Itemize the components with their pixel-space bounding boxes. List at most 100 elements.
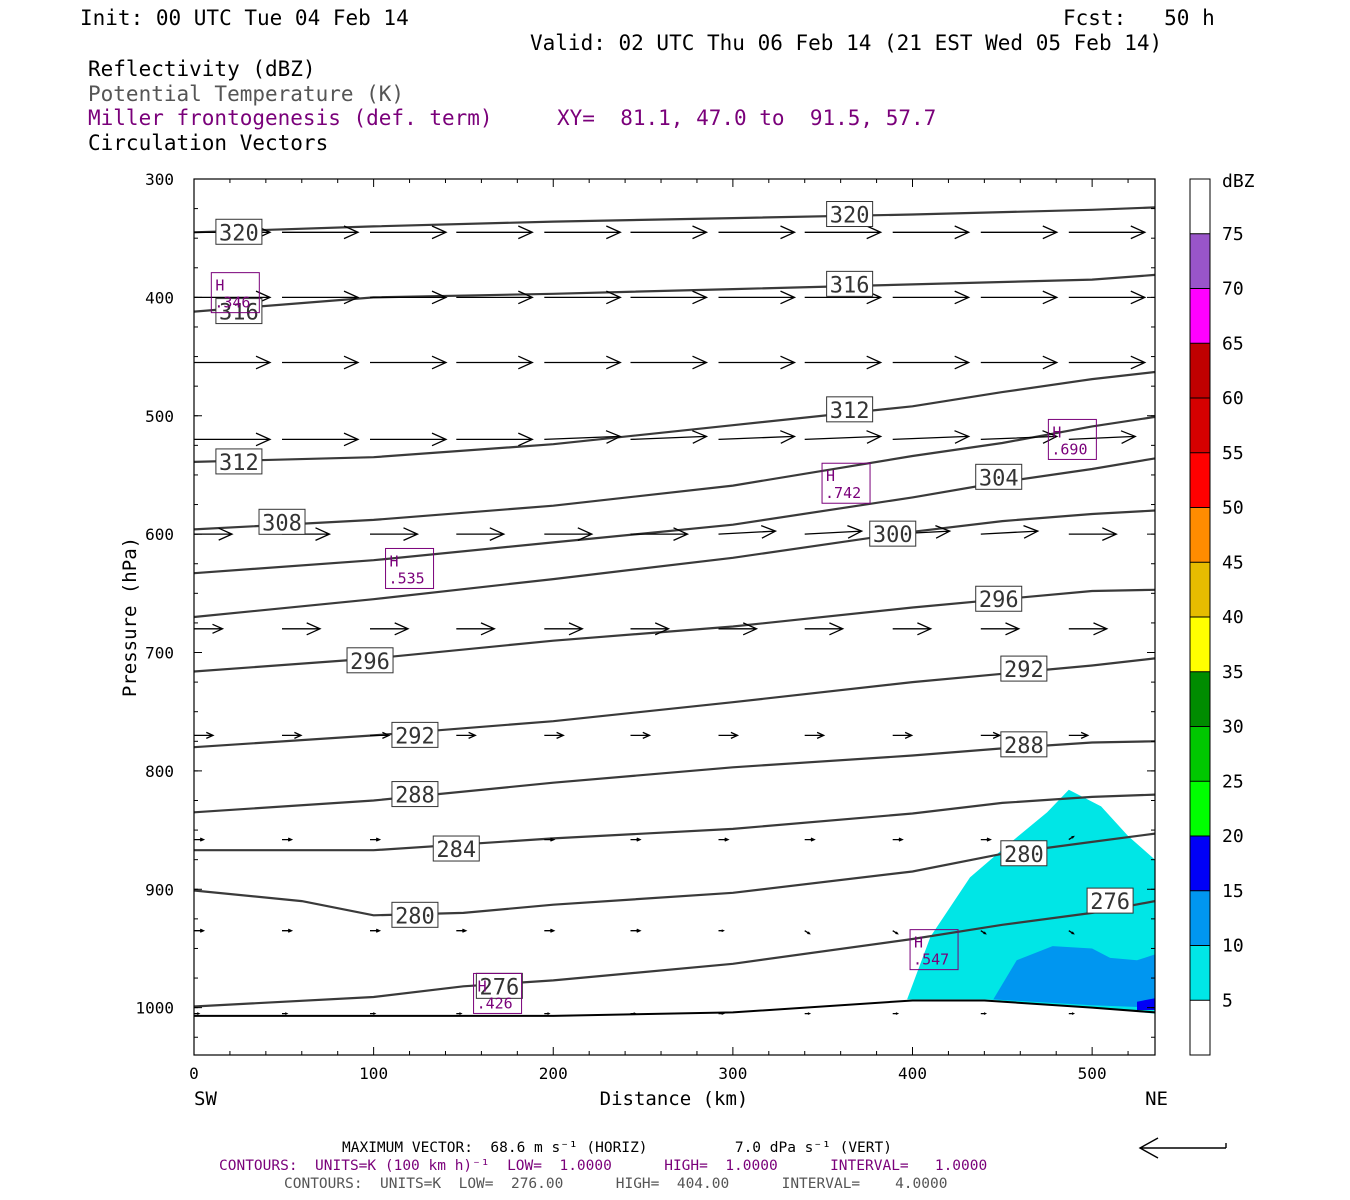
theta-label-box — [869, 520, 917, 547]
theta-contour-labels: 3203203163163123123083043002962962922922… — [215, 201, 1134, 1000]
theta-contour-312 — [194, 370, 1155, 463]
colorbar-label: 55 — [1222, 443, 1244, 464]
circulation-vector — [630, 290, 709, 305]
circulation-vector — [282, 1012, 289, 1015]
theta-label-text: 316 — [830, 273, 870, 298]
frontogenesis-max-690: H.690 — [1047, 418, 1097, 460]
circulation-vector — [282, 355, 360, 370]
circulation-vector — [718, 731, 740, 739]
circulation-vector — [456, 731, 477, 739]
circulation-vector — [370, 731, 391, 739]
theta-label-304: 304 — [975, 463, 1023, 491]
circulation-vector — [370, 1012, 377, 1015]
colorbar-segment — [1190, 781, 1210, 836]
circulation-vector — [980, 290, 1059, 305]
theta-label-text: 280 — [1004, 843, 1044, 868]
theta-label-box — [975, 585, 1023, 612]
frontogenesis-max-value: .690 — [1051, 440, 1087, 458]
right-end-label: NE — [1145, 1088, 1168, 1110]
theta-label-292: 292 — [1000, 655, 1048, 683]
circulation-vector — [456, 355, 534, 370]
circulation-vector — [544, 928, 556, 933]
y-tick-label: 1000 — [135, 999, 174, 1018]
theta-label-text: 312 — [830, 399, 870, 424]
colorbar-segment — [1190, 343, 1210, 398]
circulation-vector — [980, 355, 1059, 370]
circulation-vector — [630, 731, 652, 739]
theta-label-box — [826, 396, 874, 423]
circulation-vector — [892, 1012, 900, 1015]
colorbar-segment — [1190, 507, 1210, 563]
frontogenesis-max-value: .426 — [477, 994, 513, 1012]
circulation-vector — [718, 430, 797, 444]
theta-label-box — [346, 647, 394, 674]
circulation-vector — [630, 1012, 637, 1015]
y-tick-label: 900 — [145, 880, 174, 899]
reflectivity-layer — [907, 789, 1155, 1014]
circulation-vector — [980, 930, 987, 935]
theta-label-text: 320 — [830, 204, 870, 229]
theta-label-box — [1086, 887, 1134, 914]
theta-label-text: 308 — [262, 511, 302, 536]
circulation-vector — [370, 290, 448, 305]
y-tick-label: 600 — [145, 525, 174, 544]
theta-label-box — [432, 835, 480, 862]
colorbar-label: 5 — [1222, 990, 1233, 1011]
circulation-vector — [1068, 430, 1137, 444]
valid-time: Valid: 02 UTC Thu 06 Feb 14 (21 EST Wed … — [530, 31, 1163, 55]
frontogenesis-max-box — [909, 929, 959, 971]
theta-label-296: 296 — [975, 585, 1023, 613]
frontogenesis-max-547: H.547 — [909, 929, 959, 971]
field-potential-temperature: Potential Temperature (K) — [88, 82, 405, 106]
y-tick-label: 300 — [145, 170, 174, 189]
circulation-vector — [282, 225, 360, 240]
circulation-vector — [370, 928, 382, 933]
circulation-vector — [804, 430, 883, 444]
theta-label-text: 284 — [436, 838, 476, 863]
circulation-vector — [804, 731, 826, 739]
x-tick-label: 200 — [539, 1064, 568, 1083]
circulation-vector — [456, 1012, 463, 1015]
circulation-vector — [282, 731, 303, 739]
circulation-vector — [630, 225, 709, 240]
theta-contour-320 — [194, 206, 1155, 234]
colorbar-label: 45 — [1222, 552, 1244, 573]
circulation-vector — [282, 290, 360, 305]
colorbar-unit: dBZ — [1222, 171, 1255, 192]
circulation-vector — [892, 731, 914, 739]
theta-contour-296 — [194, 588, 1155, 673]
theta-label-320: 320 — [215, 218, 263, 246]
circulation-vector — [194, 731, 215, 739]
circulation-vector — [456, 290, 534, 305]
frontogenesis-max-letter: H — [478, 977, 487, 995]
theta-label-box — [258, 508, 306, 535]
colorbar-segment — [1190, 617, 1210, 672]
circulation-vector — [370, 527, 420, 541]
circulation-vector — [630, 928, 642, 933]
colorbar-label: 15 — [1222, 881, 1244, 902]
circulation-vector — [718, 355, 797, 370]
circulation-vector — [892, 290, 971, 305]
colorbar-segment — [1190, 726, 1210, 782]
colorbar-segment — [1190, 1000, 1210, 1055]
theta-contour-308 — [194, 415, 1155, 531]
frontogenesis-max-535: H.535 — [385, 547, 435, 589]
frontogenesis-max-box — [385, 547, 435, 589]
colorbar-segment — [1190, 890, 1210, 946]
theta-label-box — [1000, 655, 1048, 682]
theta-label-276: 276 — [475, 972, 523, 1000]
circulation-vector — [892, 930, 899, 935]
theta-label-text: 292 — [395, 724, 435, 749]
circulation-vector — [718, 1012, 725, 1015]
y-tick-label: 700 — [145, 644, 174, 663]
colorbar-segment — [1190, 288, 1210, 344]
left-end-label: SW — [194, 1088, 217, 1110]
theta-label-text: 288 — [395, 784, 435, 809]
theta-contour-316 — [194, 273, 1155, 313]
colorbar: 5 10 15 20 25 30 35 40 45 50 55 60 65 70 75 dBZ — [1189, 171, 1255, 1056]
theta-label-284: 284 — [432, 835, 480, 863]
circulation-vector — [630, 837, 642, 842]
circulation-vector — [194, 355, 272, 370]
circulation-vector — [892, 622, 933, 636]
